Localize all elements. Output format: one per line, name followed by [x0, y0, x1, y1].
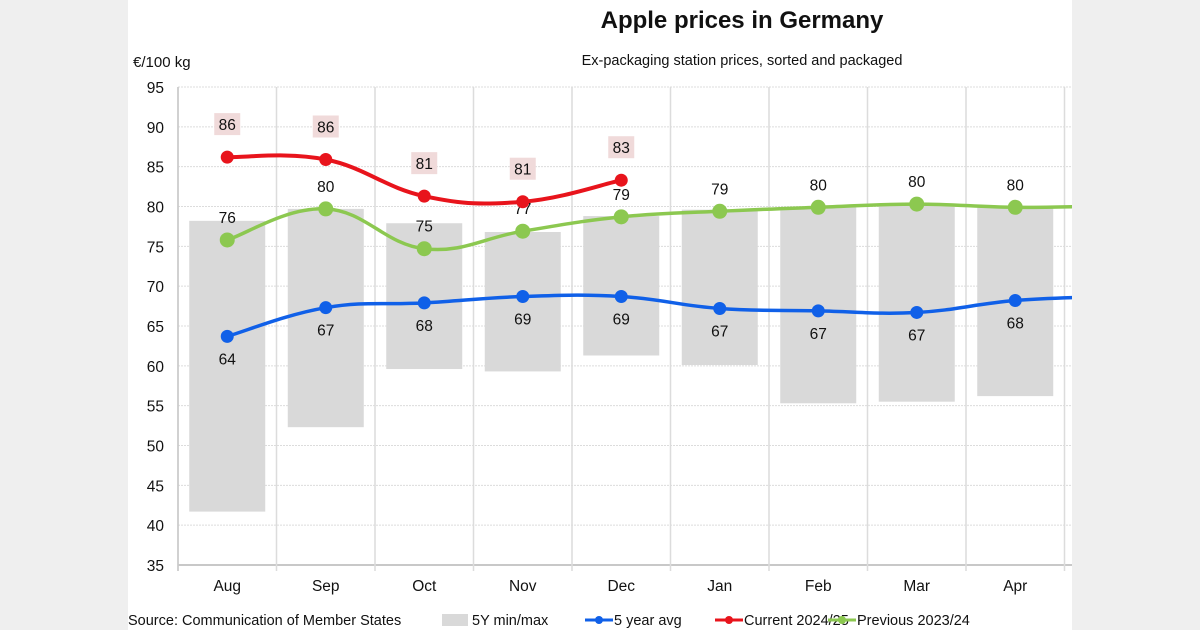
data-label-box: [509, 157, 536, 180]
y-tick-label: 40: [147, 518, 165, 535]
data-point: [1007, 199, 1023, 215]
data-label: 81: [514, 162, 531, 179]
chart-title: Apple prices in Germany: [601, 7, 884, 34]
y-tick-label: 95: [147, 80, 164, 97]
y-axis-label: €/100 kg: [133, 54, 191, 71]
data-point: [318, 201, 334, 217]
x-tick-label: Nov: [509, 578, 537, 595]
data-point: [319, 152, 333, 166]
data-label: 80: [908, 174, 926, 191]
data-label: 83: [613, 140, 630, 157]
x-tick-label: Feb: [805, 578, 832, 595]
data-label: 79: [613, 187, 630, 204]
y-tick-label: 50: [147, 439, 165, 456]
data-label: 81: [416, 156, 433, 173]
data-label: 67: [908, 327, 925, 344]
data-point: [613, 209, 629, 225]
data-point: [417, 189, 431, 203]
y-tick-label: 85: [147, 160, 164, 177]
y-tick-label: 60: [147, 359, 165, 376]
data-point: [220, 329, 234, 343]
x-tick-label: Oct: [412, 578, 437, 595]
legend-swatch-marker: [725, 616, 733, 624]
y-tick-label: 80: [147, 200, 165, 217]
data-point: [516, 195, 530, 209]
data-label: 75: [416, 219, 433, 236]
data-point: [416, 241, 432, 257]
series-line-previous-2023-24: [226, 202, 1072, 252]
legend-swatch-marker: [595, 616, 603, 624]
y-tick-label: 65: [147, 319, 164, 336]
data-label-box: [312, 115, 339, 138]
data-point: [713, 301, 727, 315]
data-label: 76: [219, 210, 236, 227]
data-point: [515, 223, 531, 239]
data-label: 67: [810, 326, 827, 343]
y-tick-label: 55: [147, 399, 164, 416]
data-point: [810, 199, 826, 215]
data-label: 68: [416, 318, 433, 335]
data-point: [417, 296, 431, 310]
y-tick-label: 70: [147, 279, 165, 296]
range-bar-jan: [681, 209, 758, 366]
data-label: 80: [810, 177, 828, 194]
data-point: [712, 203, 728, 219]
y-tick-label: 35: [147, 558, 164, 575]
data-point: [614, 290, 628, 304]
legend-label: Current 2024/25: [744, 613, 849, 629]
data-point: [1008, 294, 1022, 308]
legend-label-range: 5Y min/max: [472, 613, 549, 629]
source-note: Source: Communication of Member States: [128, 613, 401, 629]
y-tick-label: 45: [147, 478, 164, 495]
data-label: 79: [711, 181, 728, 198]
x-tick-label: Dec: [607, 578, 635, 595]
x-tick-label: Aug: [213, 578, 241, 595]
data-label: 80: [317, 179, 335, 196]
data-label: 69: [613, 312, 630, 329]
data-label: 69: [514, 312, 531, 329]
x-tick-label: Apr: [1003, 578, 1027, 595]
range-bar-aug: [189, 220, 266, 512]
data-label: 80: [1007, 177, 1025, 194]
data-point: [614, 173, 628, 187]
data-label: 86: [317, 119, 334, 136]
data-point: [909, 196, 925, 212]
data-label: 67: [711, 323, 728, 340]
data-label: 68: [1007, 316, 1024, 333]
legend-swatch-marker: [838, 616, 846, 624]
range-bar-mar: [878, 205, 955, 402]
data-point: [811, 304, 825, 318]
legend-swatch-range: [442, 614, 468, 626]
legend-label: Previous 2023/24: [857, 613, 970, 629]
y-tick-label: 90: [147, 120, 165, 137]
chart-card: Apple prices in Germany Ex-packaging stat…: [128, 0, 1072, 630]
chart: Apple prices in Germany Ex-packaging stat…: [128, 7, 1072, 629]
data-label: 86: [219, 117, 236, 134]
x-tick-label: Jan: [707, 578, 732, 595]
data-label: 67: [317, 323, 334, 340]
data-label-box: [214, 113, 241, 136]
y-tick-label: 75: [147, 239, 164, 256]
data-point: [219, 232, 235, 248]
data-point: [516, 290, 530, 304]
data-point: [319, 301, 333, 315]
x-tick-label: Mar: [903, 578, 930, 595]
chart-subtitle: Ex-packaging station prices, sorted and …: [582, 53, 903, 69]
data-point: [910, 305, 924, 319]
data-label-box: [608, 136, 635, 159]
legend-label: 5 year avg: [614, 613, 682, 629]
range-bar-sep: [287, 208, 364, 428]
data-label: 64: [219, 351, 237, 368]
data-point: [220, 150, 234, 164]
x-tick-label: Sep: [312, 578, 340, 595]
range-bar-dec: [583, 216, 660, 356]
series-line-5-year-avg: [226, 293, 1072, 339]
data-label-box: [411, 152, 438, 175]
